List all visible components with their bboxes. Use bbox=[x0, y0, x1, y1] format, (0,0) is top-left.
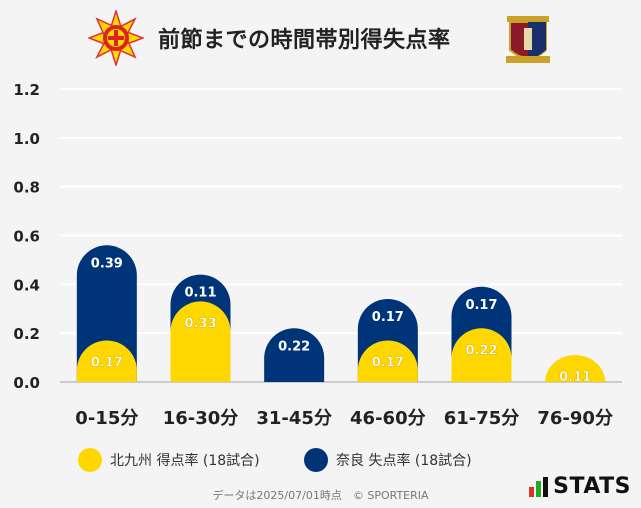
y-tick-label: 1.2 bbox=[13, 81, 40, 99]
legend-swatch-away bbox=[304, 448, 328, 472]
y-tick-label: 1.0 bbox=[13, 130, 40, 148]
away-team-emblem-icon bbox=[506, 16, 550, 63]
y-tick-label: 0.4 bbox=[13, 276, 40, 294]
chart-title: 前節までの時間帯別得失点率 bbox=[158, 28, 451, 53]
data-label-away: 0.11 bbox=[184, 286, 216, 301]
y-tick-label: 0.8 bbox=[13, 179, 40, 197]
legend-label-home: 北九州 得点率 (18試合) bbox=[110, 453, 260, 469]
data-label-home: 0.22 bbox=[465, 343, 497, 358]
stats-brand: STATS bbox=[529, 474, 631, 499]
data-label-home: 0.33 bbox=[184, 316, 216, 331]
stats-brand-text: STATS bbox=[553, 474, 631, 499]
bar-home bbox=[451, 328, 512, 382]
x-tick-label: 0-15分 bbox=[75, 408, 138, 429]
x-tick-label: 16-30分 bbox=[163, 408, 239, 429]
bar-home bbox=[357, 340, 418, 382]
y-tick-label: 0.2 bbox=[13, 325, 40, 343]
x-tick-label: 31-45分 bbox=[256, 408, 332, 429]
bar-home bbox=[545, 355, 606, 382]
data-label-away: 0.39 bbox=[91, 256, 123, 271]
data-label-home: 0.17 bbox=[372, 355, 404, 370]
legend-item-home: 北九州 得点率 (18試合) bbox=[78, 448, 260, 472]
x-tick-label: 46-60分 bbox=[350, 408, 426, 429]
data-label-away: 0.17 bbox=[372, 310, 404, 325]
chart-legend: 北九州 得点率 (18試合) 奈良 失点率 (18試合) bbox=[0, 448, 641, 476]
data-label-home: 0.17 bbox=[91, 355, 123, 370]
legend-label-away: 奈良 失点率 (18試合) bbox=[336, 453, 472, 469]
y-tick-label: 0.6 bbox=[13, 228, 40, 246]
data-label-home: 0.11 bbox=[559, 370, 591, 385]
home-team-emblem-icon bbox=[88, 10, 144, 66]
stats-bars-icon bbox=[529, 476, 549, 497]
data-label-away: 0.22 bbox=[278, 339, 310, 354]
x-tick-label: 61-75分 bbox=[444, 408, 520, 429]
footer-note: データは2025/07/01時点 © SPORTERIA bbox=[212, 489, 429, 502]
bar-home bbox=[170, 301, 231, 382]
bar-away bbox=[264, 328, 325, 382]
x-tick-label: 76-90分 bbox=[537, 408, 613, 429]
bar-home bbox=[76, 340, 137, 382]
y-tick-label: 0.0 bbox=[13, 374, 40, 392]
data-label-away: 0.17 bbox=[465, 298, 497, 313]
legend-swatch-home bbox=[78, 448, 102, 472]
legend-item-away: 奈良 失点率 (18試合) bbox=[304, 448, 472, 472]
